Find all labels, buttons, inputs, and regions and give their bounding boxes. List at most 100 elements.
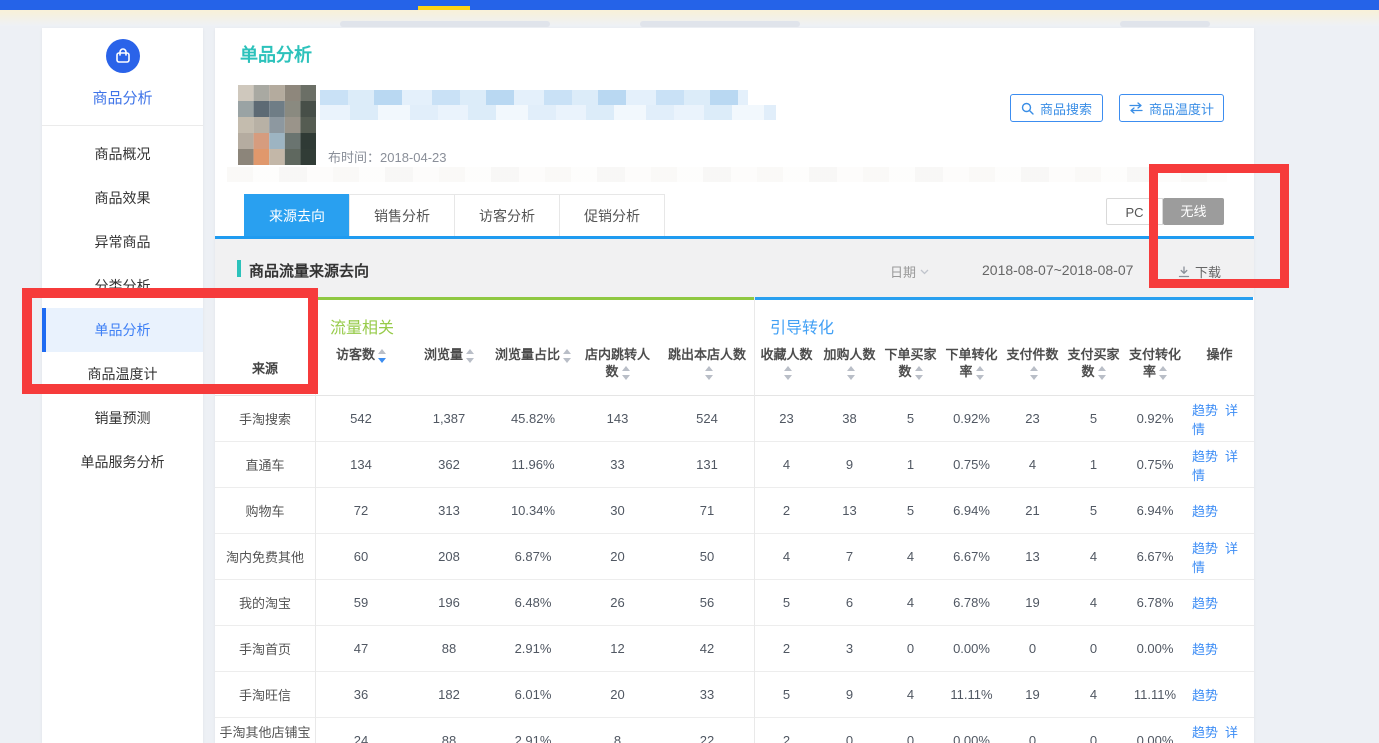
- tab-underline: [215, 236, 1254, 239]
- data-cell: 6.67%: [1136, 549, 1174, 564]
- data-cell: 134: [350, 457, 372, 472]
- data-cell: 1,387: [432, 411, 466, 426]
- sort-arrows-icon[interactable]: [378, 348, 386, 363]
- data-cell: 542: [350, 411, 372, 426]
- content-panel: 单品分析 布时间：2018-04-23 商品搜索 商品温度计 来源去向 销售分析访…: [215, 28, 1254, 743]
- column-header-支付买家数[interactable]: 支付买家数: [1067, 347, 1120, 380]
- column-header-支付件数[interactable]: 支付件数: [1002, 346, 1063, 380]
- data-cell: 33: [699, 687, 715, 702]
- section-header: 商品流量来源去向 日期 2018-08-07~2018-08-07 下载: [215, 239, 1254, 297]
- sort-arrows-icon[interactable]: [784, 365, 792, 380]
- data-cell: 362: [438, 457, 460, 472]
- sort-arrows-icon[interactable]: [1097, 365, 1106, 380]
- table-row-手淘搜索: 手淘搜索 542 1,387 45.82% 143 524 23 38 5 0.92% 23 5 0.9…: [215, 396, 1254, 442]
- source-cell: 手淘搜索: [238, 412, 291, 427]
- data-cell: 0: [1028, 641, 1037, 656]
- product-thermometer-button[interactable]: 商品温度计: [1119, 94, 1224, 122]
- column-header-收藏人数[interactable]: 收藏人数: [754, 346, 819, 380]
- action-link-趋势[interactable]: 趋势: [1192, 642, 1219, 657]
- sort-arrows-icon[interactable]: [621, 365, 630, 380]
- sidebar-item-商品概况[interactable]: 商品概况: [94, 146, 151, 162]
- sidebar-item-销量预测[interactable]: 销量预测: [94, 410, 151, 426]
- sort-arrows-icon[interactable]: [704, 365, 713, 380]
- data-cell: 42: [699, 641, 715, 656]
- data-cell: 143: [606, 411, 629, 426]
- data-cell: 0: [845, 733, 854, 743]
- column-header-下单买家数[interactable]: 下单买家数: [884, 347, 937, 380]
- table-row-手淘首页: 手淘首页 47 88 2.91% 12 42 2 3 0 0.00% 0 0 0.00% 趋势: [215, 626, 1254, 672]
- action-link-趋势[interactable]: 趋势: [1192, 540, 1219, 556]
- action-link-趋势[interactable]: 趋势: [1192, 596, 1219, 611]
- data-cell: 6.01%: [514, 687, 552, 702]
- data-cell: 6: [845, 595, 854, 610]
- sidebar-item-商品温度计[interactable]: 商品温度计: [87, 366, 158, 382]
- sidebar-item-单品分析[interactable]: 单品分析: [42, 308, 203, 352]
- data-cell: 0.00%: [1136, 641, 1174, 656]
- data-cell: 88: [441, 733, 457, 743]
- column-header-浏览量[interactable]: 浏览量: [407, 346, 491, 363]
- product-title-blurred: [320, 90, 748, 105]
- sort-arrows-icon[interactable]: [847, 365, 855, 380]
- date-dropdown-label: 日期: [890, 265, 917, 280]
- column-header-浏览量占比[interactable]: 浏览量占比: [491, 346, 575, 363]
- data-cell: 2.91%: [514, 641, 552, 656]
- data-cell: 2: [782, 641, 791, 656]
- action-link-详情[interactable]: 详情: [1192, 402, 1239, 437]
- table-row-直通车: 直通车 134 362 11.96% 33 131 4 9 1 0.75% 4 1 0.75% 趋势 详情: [215, 442, 1254, 488]
- sidebar-item-商品效果[interactable]: 商品效果: [94, 190, 151, 206]
- actions-cell: 趋势: [1186, 501, 1253, 520]
- tab-促销分析[interactable]: 促销分析: [559, 194, 665, 236]
- sort-arrows-icon[interactable]: [563, 348, 572, 363]
- column-header-店内跳转人数[interactable]: 店内跳转人数: [584, 347, 650, 380]
- action-link-趋势[interactable]: 趋势: [1192, 724, 1219, 740]
- data-cell: 19: [1025, 595, 1040, 610]
- product-thumbnail-blurred: [238, 85, 316, 165]
- device-toggle-无线[interactable]: 无线: [1163, 198, 1224, 225]
- table-row-我的淘宝: 我的淘宝 59 196 6.48% 26 56 5 6 4 6.78% 19 4 6.78% 趋势: [215, 580, 1254, 626]
- sidebar-item-分类分析[interactable]: 分类分析: [94, 278, 151, 294]
- column-header-访客数[interactable]: 访客数: [315, 346, 407, 363]
- data-cell: 6.48%: [514, 595, 552, 610]
- sort-arrows-icon[interactable]: [975, 365, 984, 380]
- tab-销售分析[interactable]: 销售分析: [349, 194, 455, 236]
- column-header-下单转化率[interactable]: 下单转化率: [945, 347, 998, 380]
- download-button[interactable]: 下载: [1178, 262, 1221, 281]
- sort-arrows-icon[interactable]: [914, 365, 923, 380]
- date-dropdown[interactable]: 日期: [890, 262, 929, 281]
- data-cell: 45.82%: [510, 411, 556, 426]
- source-cell: 手淘其他店铺宝贝: [219, 724, 311, 740]
- data-cell: 22: [699, 733, 715, 743]
- sidebar-item-单品服务分析[interactable]: 单品服务分析: [80, 454, 165, 470]
- source-cell: 购物车: [245, 504, 285, 519]
- data-cell: 6.78%: [1136, 595, 1174, 610]
- actions-cell: 趋势详情: [1186, 446, 1253, 484]
- sort-arrows-icon[interactable]: [1159, 365, 1167, 380]
- sort-arrows-icon[interactable]: [466, 348, 474, 363]
- column-header-source: 来源: [251, 361, 278, 376]
- column-header-加购人数[interactable]: 加购人数: [819, 346, 880, 380]
- device-toggle-PC[interactable]: PC: [1106, 198, 1163, 225]
- action-link-趋势[interactable]: 趋势: [1192, 448, 1219, 464]
- tab-访客分析[interactable]: 访客分析: [454, 194, 560, 236]
- action-link-趋势[interactable]: 趋势: [1192, 402, 1219, 418]
- action-link-详情[interactable]: 详情: [1225, 724, 1239, 740]
- data-cell: 71: [699, 503, 715, 518]
- table-body: 手淘搜索 542 1,387 45.82% 143 524 23 38 5 0.92% 23 5 0.9…: [215, 396, 1254, 743]
- tab-来源去向[interactable]: 来源去向: [244, 194, 350, 236]
- product-search-button[interactable]: 商品搜索: [1010, 94, 1103, 122]
- action-link-趋势[interactable]: 趋势: [1192, 688, 1219, 703]
- sort-arrows-icon[interactable]: [1030, 365, 1038, 380]
- data-cell: 36: [353, 687, 369, 702]
- data-cell: 6.87%: [514, 549, 552, 564]
- action-link-详情[interactable]: 详情: [1192, 448, 1239, 483]
- table-row-手淘旺信: 手淘旺信 36 182 6.01% 20 33 5 9 4 11.11% 19 4 11.11% 趋势: [215, 672, 1254, 718]
- column-header-row: 来源 访客数 浏览量 浏览量占比 店内跳转人数 跳出本店人数 收藏人数 加购人数 下单买家数 下单…: [215, 346, 1254, 380]
- data-cell: 4: [1089, 549, 1098, 564]
- sidebar-item-异常商品[interactable]: 异常商品: [94, 234, 151, 250]
- action-link-详情[interactable]: 详情: [1192, 540, 1239, 575]
- action-link-趋势[interactable]: 趋势: [1192, 504, 1219, 519]
- column-header-跳出本店人数[interactable]: 跳出本店人数: [660, 346, 754, 380]
- column-header-支付转化率[interactable]: 支付转化率: [1128, 347, 1181, 380]
- data-cell: 1: [906, 457, 915, 472]
